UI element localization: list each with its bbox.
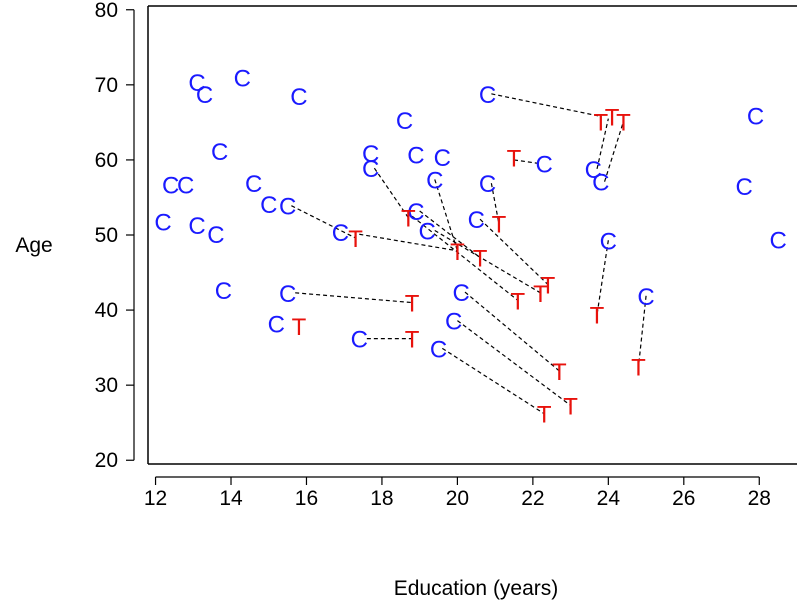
control-point-marker: C [290, 84, 307, 111]
control-point-marker: C [600, 228, 617, 255]
control-point-marker: C [207, 222, 224, 249]
x-tick-label: 28 [748, 487, 771, 510]
pair-line [373, 167, 409, 219]
treated-point-marker: T [450, 239, 465, 266]
y-tick-label: 50 [95, 224, 118, 247]
control-point-marker: C [396, 108, 413, 135]
control-point-marker: C [362, 141, 379, 168]
control-point-marker: C [592, 170, 609, 197]
control-point-marker: C [351, 327, 368, 354]
treated-point-marker: T [541, 273, 556, 300]
control-point-marker: C [747, 104, 764, 131]
control-point-marker: C [196, 82, 213, 109]
treated-point-marker: T [405, 291, 420, 318]
treated-point-marker: T [348, 226, 363, 253]
x-tick-label: 26 [672, 487, 695, 510]
y-tick-label: 20 [95, 449, 118, 472]
x-axis-label: Education (years) [394, 577, 559, 600]
control-point-marker: C [211, 139, 228, 166]
treated-point-marker: T [533, 281, 548, 308]
control-point-marker: C [215, 278, 232, 305]
control-point-marker: C [188, 213, 205, 240]
x-tick-label: 22 [521, 487, 544, 510]
pair-line [434, 179, 458, 251]
control-point-marker: C [419, 218, 436, 245]
pair-line [603, 121, 625, 182]
treated-point-marker: T [631, 354, 646, 381]
treated-point-marker: T [563, 393, 578, 420]
treated-point-marker: T [552, 359, 567, 386]
x-tick-label: 12 [144, 487, 167, 510]
control-point-marker: C [479, 82, 496, 109]
control-point-marker: C [585, 157, 602, 184]
pair-line [419, 210, 481, 258]
pair-line [637, 295, 647, 367]
y-tick-label: 30 [95, 374, 118, 397]
control-point-marker: C [536, 152, 553, 179]
pair-line [411, 215, 519, 301]
control-point-marker: C [468, 207, 485, 234]
treated-point-marker: T [616, 110, 631, 137]
y-tick-label: 60 [95, 149, 118, 172]
control-point-marker: C [479, 171, 496, 198]
treated-point-marker: T [590, 303, 605, 330]
treated-point-marker: T [605, 104, 620, 131]
control-point-marker: C [453, 280, 470, 307]
x-tick-label: 20 [446, 487, 469, 510]
pair-line [295, 292, 413, 304]
control-point-marker: C [154, 209, 171, 236]
control-point-marker: C [407, 143, 424, 170]
treated-point-marker: T [507, 146, 522, 173]
control-point-marker: C [260, 192, 277, 219]
control-point-marker: C [279, 281, 296, 308]
pair-line [479, 218, 549, 285]
pair-lines [291, 93, 647, 415]
x-tick-label: 18 [370, 487, 393, 510]
control-point-marker: C [177, 173, 194, 200]
pair-line [513, 159, 541, 165]
control-point-marker: C [445, 309, 462, 336]
treated-point-marker: T [405, 327, 420, 354]
treated-point-marker: T [510, 288, 525, 315]
treated-point-marker: T [473, 246, 488, 273]
control-point-marker: C [245, 171, 262, 198]
pair-line [596, 240, 609, 315]
control-point-marker: C [736, 174, 753, 201]
treated-point-marker: T [401, 206, 416, 233]
treated-point-marker: T [537, 402, 552, 429]
y-tick-label: 80 [95, 0, 118, 22]
control-point-marker: C [279, 194, 296, 221]
control-point-marker: C [268, 312, 285, 339]
pair-line [457, 320, 571, 406]
control-point-marker: C [362, 156, 379, 183]
y-axis-label: Age [15, 234, 52, 257]
treated-point-marker: T [492, 212, 507, 239]
pair-line [491, 93, 601, 117]
control-point-marker: C [407, 199, 424, 226]
control-point-marker: C [434, 145, 451, 172]
control-point-marker: C [162, 173, 179, 200]
pair-line [596, 118, 609, 170]
treated-point-marker: T [292, 314, 307, 341]
control-point-marker: C [637, 284, 654, 311]
pair-line [291, 205, 356, 239]
x-tick-label: 14 [219, 487, 243, 510]
pair-line [359, 233, 458, 252]
control-point-marker: C [332, 220, 349, 247]
control-point-marker: C [426, 167, 443, 194]
y-tick-label: 70 [95, 74, 118, 97]
x-tick-label: 16 [295, 487, 318, 510]
pair-line [441, 347, 545, 415]
control-point-marker: C [188, 70, 205, 97]
x-tick-label: 24 [597, 487, 621, 510]
axes: 12 14 16 18 20 22 24 26 28 20 30 40 50 60 70 80 [95, 0, 797, 510]
control-point-marker: C [430, 336, 447, 363]
control-point-marker: C [769, 228, 786, 255]
treated-point-marker: T [593, 110, 608, 137]
y-tick-label: 40 [95, 299, 118, 322]
control-point-marker: C [234, 65, 251, 92]
